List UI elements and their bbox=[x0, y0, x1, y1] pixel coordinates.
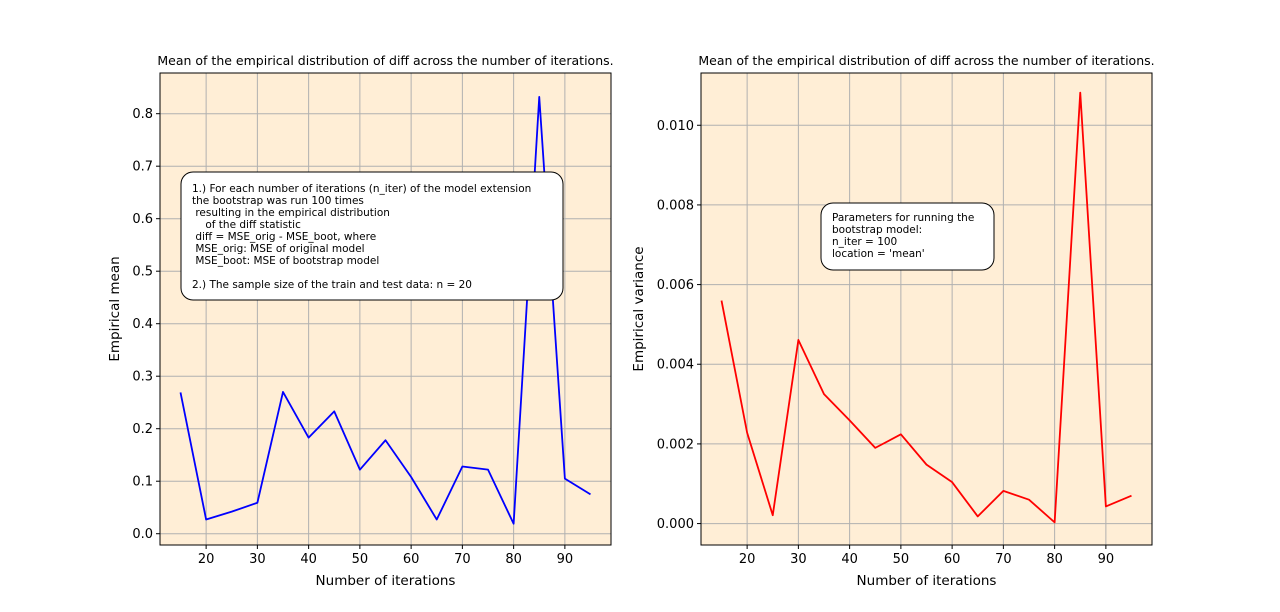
x-tick-label: 20 bbox=[739, 552, 756, 567]
x-tick-label: 40 bbox=[300, 552, 317, 567]
annotation-line: n_iter = 100 bbox=[832, 236, 897, 248]
annotation-line: 2.) The sample size of the train and tes… bbox=[192, 279, 472, 291]
axes-frame-left bbox=[159, 72, 612, 546]
annotation-line: resulting in the empirical distribution bbox=[192, 207, 390, 219]
chart-title-left: Mean of the empirical distribution of di… bbox=[157, 53, 613, 68]
y-tick-label: 0.6 bbox=[132, 212, 153, 227]
y-tick-label: 0.0 bbox=[132, 527, 153, 542]
ticks-left: 20 30 40 50 60 70 80 90 0.0 0.1 0.2 0.3 0.4 0.5 0.6 0.7… bbox=[132, 107, 573, 567]
x-tick-label: 80 bbox=[1046, 552, 1063, 567]
annotation-text-left: 1.) For each number of iterations (n_ite… bbox=[192, 183, 531, 291]
x-tick-label: 70 bbox=[995, 552, 1012, 567]
x-tick-label: 30 bbox=[790, 552, 807, 567]
y-tick-label: 0.5 bbox=[132, 265, 153, 280]
x-tick-label: 90 bbox=[1098, 552, 1115, 567]
y-tick-label: 0.000 bbox=[657, 517, 694, 532]
x-axis-label-left: Number of iterations bbox=[316, 573, 456, 589]
y-tick-label: 0.008 bbox=[657, 198, 694, 213]
x-tick-label: 40 bbox=[841, 552, 858, 567]
y-tick-label: 0.010 bbox=[657, 119, 694, 134]
series-left bbox=[179, 95, 591, 525]
ticks-right: 20 30 40 50 60 70 80 90 0.000 0.002 0.004 0.006 0.00… bbox=[657, 119, 1114, 567]
y-axis-label-right: Empirical variance bbox=[631, 246, 647, 371]
y-tick-label: 0.002 bbox=[657, 437, 694, 452]
y-tick-label: 0.8 bbox=[132, 107, 153, 122]
annotation-line: the bootstrap was run 100 times bbox=[192, 195, 364, 207]
y-tick-label: 0.4 bbox=[132, 317, 153, 332]
x-tick-label: 30 bbox=[249, 552, 266, 567]
annotation-line: 1.) For each number of iterations (n_ite… bbox=[192, 183, 531, 195]
plot-area-left bbox=[160, 73, 611, 545]
y-tick-label: 0.004 bbox=[657, 358, 694, 373]
chart-title-right: Mean of the empirical distribution of di… bbox=[698, 53, 1154, 68]
y-tick-label: 0.7 bbox=[132, 160, 153, 175]
x-tick-label: 50 bbox=[352, 552, 369, 567]
chart-empirical-mean: 20 30 40 50 60 70 80 90 0.0 0.1 0.2 0.3 0.4 0.5 0.6 0.7… bbox=[107, 53, 614, 589]
x-tick-label: 60 bbox=[403, 552, 420, 567]
chart-empirical-variance: 20 30 40 50 60 70 80 90 0.000 0.002 0.004 0.006 0.00… bbox=[631, 53, 1155, 589]
annotation-box-left: 1.) For each number of iterations (n_ite… bbox=[180, 171, 564, 301]
annotation-frame-left bbox=[180, 171, 564, 301]
annotation-line: Parameters for running the bbox=[832, 212, 974, 224]
annotation-line: bootstrap model: bbox=[832, 224, 922, 236]
x-axis-label-right: Number of iterations bbox=[857, 573, 997, 589]
x-tick-label: 80 bbox=[505, 552, 522, 567]
series-right bbox=[720, 91, 1132, 524]
axes-frame-right bbox=[700, 72, 1153, 546]
x-tick-label: 50 bbox=[893, 552, 910, 567]
annotation-line: MSE_orig: MSE of original model bbox=[192, 243, 365, 255]
annotation-line: location = 'mean' bbox=[832, 248, 925, 260]
annotation-frame-right bbox=[820, 202, 995, 271]
y-tick-label: 0.1 bbox=[132, 475, 153, 490]
x-tick-label: 20 bbox=[198, 552, 215, 567]
annotation-line: of the diff statistic bbox=[192, 219, 301, 231]
annotation-line: MSE_boot: MSE of bootstrap model bbox=[192, 255, 379, 267]
y-tick-label: 0.3 bbox=[132, 370, 153, 385]
x-tick-label: 90 bbox=[557, 552, 574, 567]
annotation-line: diff = MSE_orig - MSE_boot, where bbox=[192, 231, 376, 243]
grid-right bbox=[701, 73, 1152, 545]
x-tick-label: 60 bbox=[944, 552, 961, 567]
y-tick-label: 0.2 bbox=[132, 422, 153, 437]
plot-area-right bbox=[701, 73, 1152, 545]
x-tick-label: 70 bbox=[454, 552, 471, 567]
y-tick-label: 0.006 bbox=[657, 278, 694, 293]
y-axis-label-left: Empirical mean bbox=[107, 256, 123, 361]
